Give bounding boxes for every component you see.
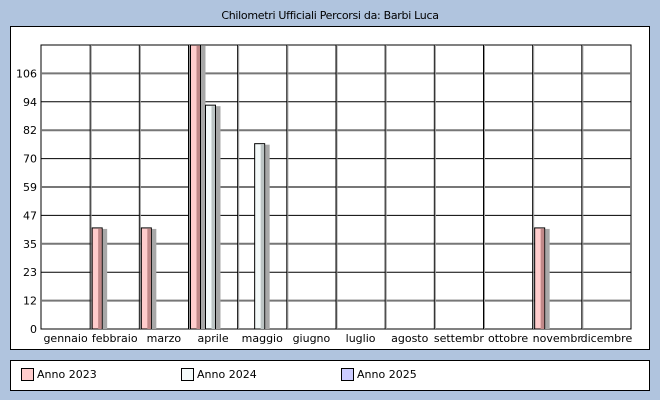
x-tick-label: aprile [198,332,229,345]
y-tick-label: 94 [23,96,37,109]
legend-label: Anno 2023 [37,368,97,381]
x-tick-label: gennaio [43,332,87,345]
x-tick-label: febbraio [92,332,138,345]
x-tick-label: settembr [434,332,485,345]
bar-shade [260,144,265,329]
x-tick-label: giugno [293,332,331,345]
legend-swatch [341,368,354,381]
legend-item-2025: Anno 2025 [341,368,417,381]
chart-title: Chilometri Ufficiali Percorsi da: Barbi … [221,9,439,22]
legend-item-2024: Anno 2024 [181,368,257,381]
bar-shade [540,228,545,329]
bar-shadow [102,228,108,329]
legend-label: Anno 2024 [197,368,257,381]
legend: Anno 2023 Anno 2024 Anno 2025 [10,360,650,391]
y-tick-label: 12 [23,295,37,308]
bar-shadow [151,228,157,329]
y-tick-label: 0 [30,323,37,336]
x-tick-label: luglio [346,332,376,345]
bar [91,227,103,330]
x-tick-label: maggio [242,332,283,345]
bar-shade [211,106,215,329]
bar [534,227,546,330]
chart-panel: 0 12 23 35 47 59 70 82 94 106 gennaio febbraio marzo… [10,26,650,350]
bar-shadow [200,46,206,329]
bar [140,227,152,330]
x-tick-label: agosto [391,332,428,345]
bar-shade [98,228,102,329]
bar-shade [147,228,151,329]
bar [254,143,266,330]
y-tick-label: 35 [23,238,37,251]
legend-item-2023: Anno 2023 [21,368,97,381]
bar-shadow [264,144,270,329]
bar-shadow [544,228,550,329]
y-tick-label: 59 [23,181,37,194]
y-tick-label: 106 [16,67,37,80]
y-tick-label: 82 [23,124,37,137]
legend-swatch [21,368,34,381]
y-tick-label: 70 [23,153,37,166]
bar-chart: 0 12 23 35 47 59 70 82 94 106 gennaio febbraio marzo… [16,44,633,345]
bar [190,44,201,330]
y-tick-label: 23 [23,266,37,279]
x-tick-label: dicembre [581,332,633,345]
x-tick-label: novembr [533,332,583,345]
bar [205,104,216,330]
legend-label: Anno 2025 [357,368,417,381]
bar-shade [196,46,200,329]
x-tick-label: marzo [147,332,182,345]
bar-shadow [215,106,221,329]
y-tick-label: 47 [23,209,37,222]
x-tick-label: ottobre [488,332,528,345]
legend-swatch [181,368,194,381]
